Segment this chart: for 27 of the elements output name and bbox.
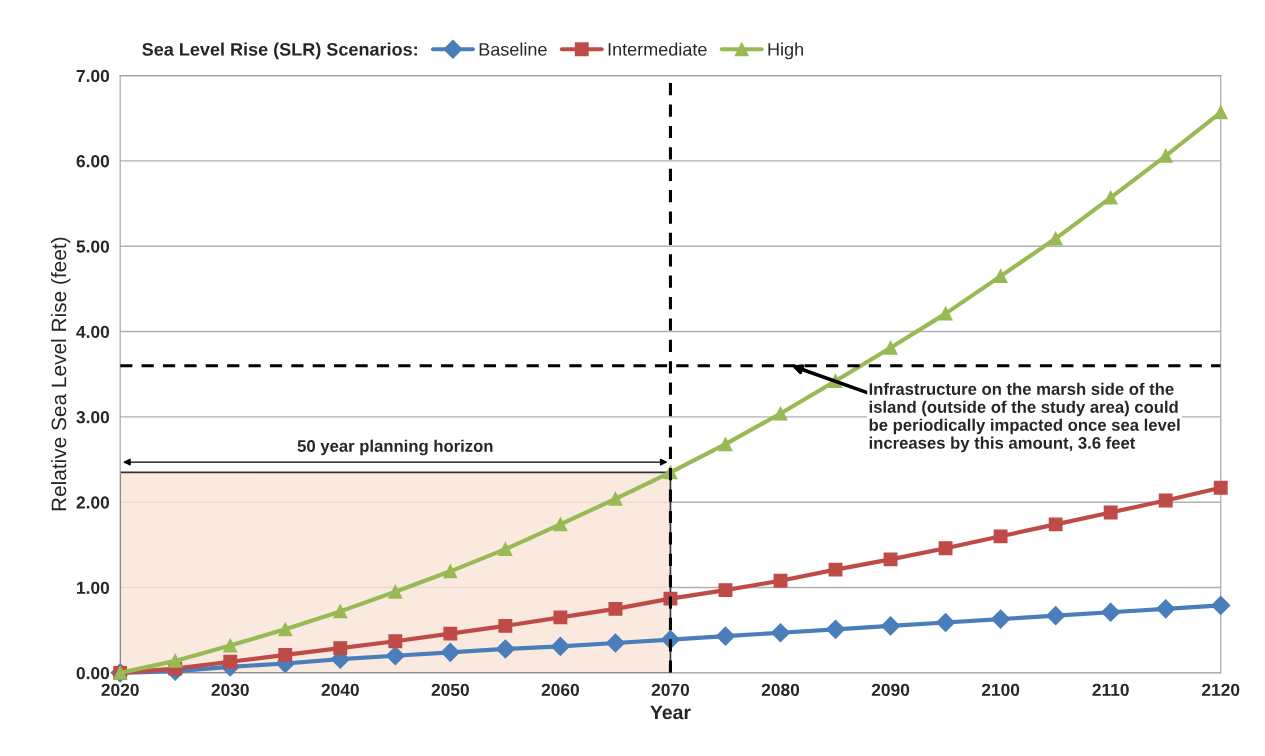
legend-label: High xyxy=(768,42,803,60)
x-tick-label: 2090 xyxy=(871,683,910,697)
x-tick-label: 2110 xyxy=(1092,683,1129,697)
x-tick-label: 2040 xyxy=(321,683,359,697)
y-tick-label: 2.00 xyxy=(76,496,110,509)
y-tick-label: 5.00 xyxy=(76,240,110,253)
x-tick-label: 2020 xyxy=(101,683,139,697)
x-axis-title: Year xyxy=(650,705,691,720)
legend-label: Intermediate xyxy=(608,42,707,56)
x-tick-label: 2030 xyxy=(211,683,249,697)
y-tick-label: 7.00 xyxy=(76,69,110,83)
y-tick-label: 3.00 xyxy=(76,411,110,424)
legend-label: Baseline xyxy=(479,42,547,56)
x-tick-label: 2070 xyxy=(651,683,690,697)
y-tick-label: 0.00 xyxy=(76,667,110,680)
x-tick-label: 2080 xyxy=(761,683,800,697)
band-label: 50 year planning horizon xyxy=(297,439,493,456)
y-tick-label: 6.00 xyxy=(76,155,110,168)
legend-title: Sea Level Rise (SLR) Scenarios: xyxy=(142,42,417,60)
y-axis-title: Relative Sea Level Rise (feet) xyxy=(51,237,71,511)
y-tick-label: 4.00 xyxy=(76,325,110,339)
x-tick-label: 2100 xyxy=(981,683,1020,697)
x-tick-label: 2120 xyxy=(1202,683,1240,697)
x-tick-label: 2060 xyxy=(541,683,579,697)
x-tick-label: 2050 xyxy=(431,683,469,697)
annotation: Infrastructure on the marsh side of the island (outside of the study area) could be periodically impacted once sea level increases by this amount, 3.6 feet xyxy=(869,382,1180,453)
y-tick-label: 1.00 xyxy=(77,581,110,594)
